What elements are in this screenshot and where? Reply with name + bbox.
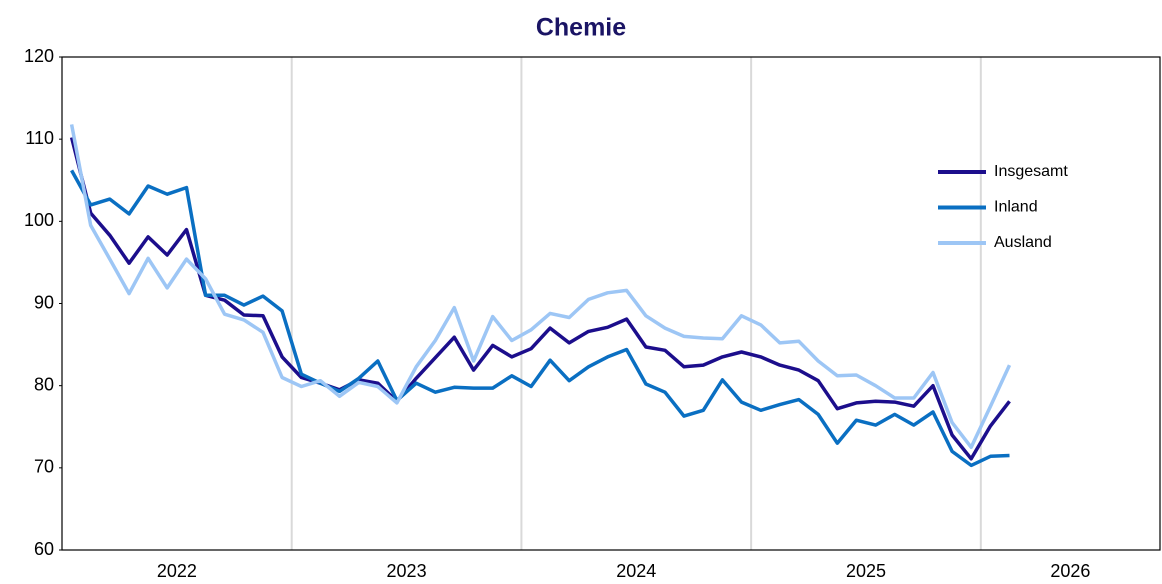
x-tick-label: 2022	[157, 561, 197, 581]
series-line	[69, 137, 1011, 461]
chart-title: Chemie	[536, 14, 626, 42]
y-tick-label: 70	[34, 457, 54, 477]
y-tick-label: 100	[24, 210, 54, 230]
x-tick-label: 2023	[387, 561, 427, 581]
y-tick-label: 80	[34, 374, 54, 394]
legend-label: Insgesamt	[994, 163, 1068, 180]
y-tick-label: 60	[34, 539, 54, 559]
legend-label: Inland	[994, 199, 1038, 216]
x-tick-label: 2026	[1050, 561, 1090, 581]
series-line	[70, 169, 1010, 468]
x-tick-label: 2025	[846, 561, 886, 581]
x-tick-label: 2024	[616, 561, 656, 581]
y-tick-label: 90	[34, 292, 54, 312]
series-line	[69, 124, 1012, 450]
y-tick-label: 120	[24, 46, 54, 66]
legend-label: Ausland	[994, 234, 1052, 251]
plot-frame	[61, 56, 1161, 551]
y-tick-label: 110	[25, 128, 54, 148]
